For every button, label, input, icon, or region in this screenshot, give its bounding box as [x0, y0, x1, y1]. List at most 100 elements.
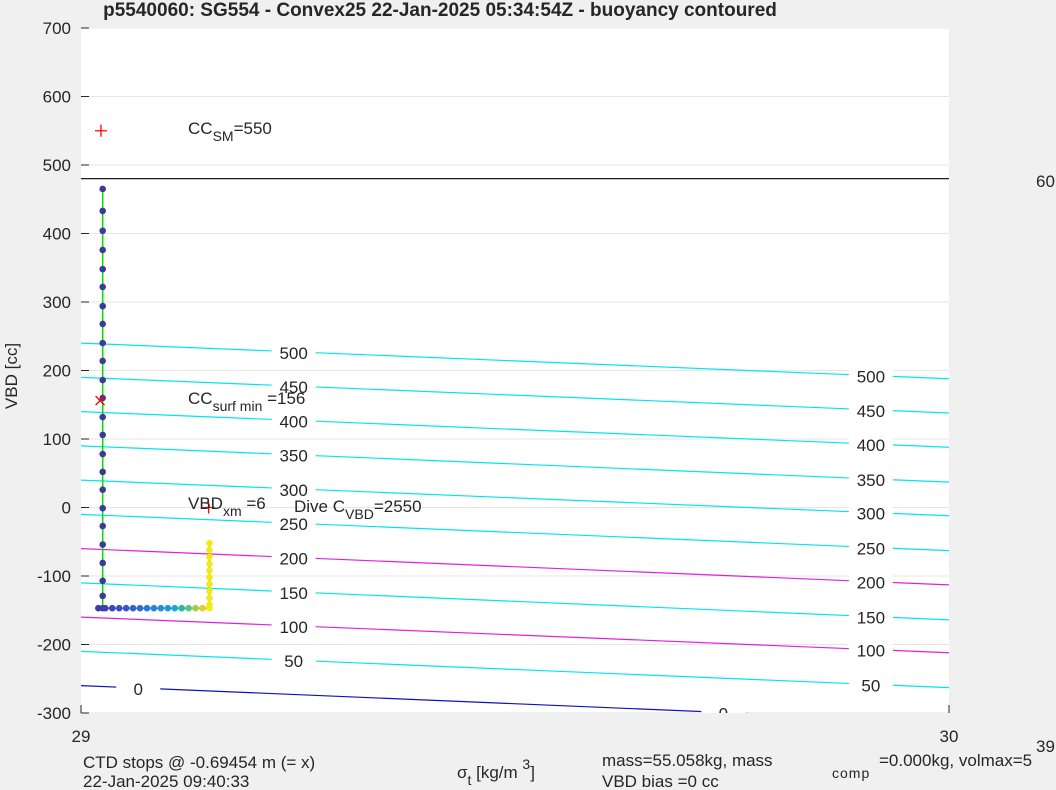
chart-title: p5540060: SG554 - Convex25 22-Jan-2025 0…	[103, 0, 777, 21]
annotation: CCSM=550	[188, 119, 272, 144]
annotation-part: =6	[242, 494, 266, 513]
point	[99, 504, 106, 512]
point	[164, 604, 172, 612]
point	[199, 604, 206, 612]
point	[171, 604, 179, 612]
x-axis-label-part: σ	[457, 763, 468, 782]
contour-label-bg	[271, 377, 316, 396]
annotation: VBDxm =6	[188, 494, 266, 519]
contour-label: 150	[279, 584, 307, 603]
point	[99, 431, 106, 439]
x-axis-label: σt [kg/m 3]	[457, 756, 535, 788]
point	[99, 522, 106, 530]
contour-label: 200	[857, 574, 885, 593]
footer-text: comp	[832, 765, 870, 781]
point	[206, 546, 213, 554]
contour-label: 0	[134, 680, 143, 699]
y-tick-label: 700	[43, 19, 71, 38]
contour-label-bg	[271, 445, 316, 464]
annotation: CCsurf min =156	[188, 389, 305, 414]
contour-label-bg	[848, 607, 893, 626]
side-text: 39	[1036, 737, 1055, 756]
contour-label: 150	[857, 609, 885, 628]
y-tick-label: 200	[43, 362, 71, 381]
footer-text: CTD stops @ -0.69454 m (= x)	[83, 753, 315, 772]
point	[99, 227, 106, 235]
contour-line	[81, 685, 751, 713]
point	[95, 604, 102, 612]
point	[150, 604, 158, 612]
contour-label-bg	[848, 503, 893, 522]
point	[129, 604, 137, 612]
point	[206, 587, 213, 595]
y-tick-label: 100	[43, 430, 71, 449]
point	[206, 580, 213, 588]
point	[185, 604, 192, 612]
y-tick-label: -300	[37, 704, 71, 723]
side-text: 60	[1036, 172, 1055, 191]
point	[99, 185, 106, 193]
contour-label-bg	[271, 582, 316, 601]
contour-label-bg	[848, 366, 893, 385]
contour-label-bg	[271, 411, 316, 430]
point	[206, 539, 213, 547]
contour-line	[81, 411, 949, 448]
contour-label: 100	[857, 642, 885, 661]
contour-label: 300	[279, 481, 307, 500]
point	[99, 207, 106, 215]
point	[136, 604, 144, 612]
contour-label: 250	[279, 515, 307, 534]
point	[99, 376, 106, 384]
point	[99, 577, 106, 585]
y-tick-label: 600	[43, 88, 71, 107]
x-tick-label: 30	[940, 727, 959, 746]
contour-label: 250	[857, 539, 885, 558]
contour-line	[81, 616, 949, 654]
contour-line	[81, 650, 949, 689]
contour-line	[81, 479, 949, 517]
contour-label-bg	[848, 469, 893, 488]
point	[206, 574, 213, 581]
point	[178, 604, 185, 612]
annotation-part: surf min	[213, 398, 263, 414]
contour-label-bg	[701, 703, 746, 713]
annotation-part: xm	[223, 503, 242, 519]
contour-line	[81, 376, 949, 414]
contour-label: 50	[284, 652, 303, 671]
point	[99, 320, 106, 328]
marker	[202, 501, 215, 514]
point	[99, 486, 106, 493]
plot: 5005004504504004003503503003002502502002…	[81, 28, 949, 723]
footer-text: mass=55.058kg, mass	[602, 751, 773, 770]
contour-label-bg	[848, 538, 893, 557]
contour-line	[81, 513, 949, 552]
contour-label-bg	[271, 514, 316, 533]
contour-label-bg	[271, 479, 316, 498]
annotation-part: =2550	[374, 497, 422, 516]
annotation-part: VBD	[188, 494, 223, 513]
point	[99, 559, 106, 567]
y-tick-label: 0	[62, 499, 71, 518]
point	[99, 468, 106, 476]
annotation-part: CC	[188, 389, 213, 408]
contour-label-bg	[848, 435, 893, 454]
annotation-part: =156	[262, 389, 305, 408]
x-axis-label-part: [kg/m	[471, 763, 522, 782]
marker	[95, 395, 106, 406]
y-tick-label: 300	[43, 293, 71, 312]
contour-label: 50	[861, 676, 880, 695]
point	[108, 604, 116, 612]
point	[206, 567, 213, 574]
point	[102, 604, 109, 612]
contour-label-bg	[271, 548, 316, 567]
point	[206, 594, 213, 602]
contour-label: 0	[719, 704, 728, 723]
annotation-part: Dive C	[294, 497, 345, 516]
x-axis-label-part: ]	[530, 763, 535, 782]
contour-label: 500	[857, 368, 885, 387]
point	[99, 339, 106, 347]
contour-label-bg	[848, 572, 893, 591]
point	[99, 246, 106, 254]
contour-label-bg	[116, 678, 161, 697]
